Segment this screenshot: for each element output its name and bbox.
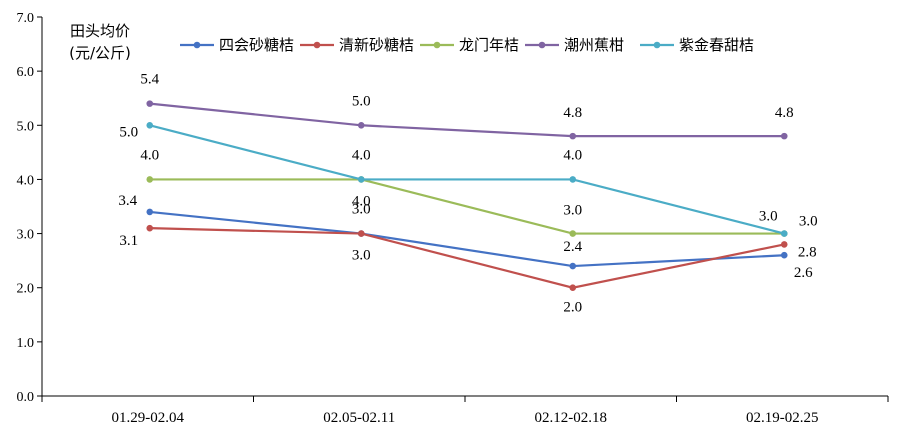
x-tick-label: 01.29-02.04 (112, 410, 185, 426)
data-label: 5.0 (119, 124, 138, 140)
data-point (569, 262, 577, 270)
data-label: 4.0 (563, 147, 582, 163)
data-point (146, 100, 154, 107)
legend-marker-icon (433, 41, 441, 49)
y-tick-label: 1.0 (17, 336, 35, 351)
data-label: 3.0 (563, 203, 582, 219)
legend-label: 四会砂糖桔 (219, 36, 294, 54)
data-label: 3.4 (118, 193, 137, 209)
data-label: 4.0 (140, 147, 159, 163)
series-line (149, 102, 785, 138)
data-point (357, 176, 365, 183)
data-point (569, 230, 577, 237)
data-label: 4.8 (775, 105, 794, 121)
y-tick-label: 6.0 (17, 65, 35, 80)
data-label: 4.8 (563, 105, 582, 121)
series-line (149, 210, 785, 268)
legend-marker-icon (193, 41, 201, 49)
data-point (780, 230, 788, 237)
x-tick-label: 02.05-02.11 (323, 410, 395, 426)
data-label: 2.6 (794, 265, 813, 281)
legend-item: 龙门年桔 (420, 36, 519, 54)
x-tick-label: 02.12-02.18 (535, 410, 608, 426)
legend-marker-icon (653, 41, 661, 49)
data-point (146, 208, 154, 216)
y-axis-unit: (元/公斤) (69, 44, 131, 62)
y-tick-label: 0.0 (17, 390, 35, 405)
legend-label: 清新砂糖桔 (339, 36, 414, 54)
series-line (149, 178, 785, 235)
y-tick-label: 3.0 (17, 228, 35, 243)
data-point (357, 121, 365, 129)
data-point (780, 251, 788, 259)
series-group (146, 100, 788, 292)
y-tick-label: 2.0 (17, 282, 35, 297)
data-label: 2.4 (563, 239, 582, 255)
data-point (569, 132, 577, 140)
y-tick-label: 7.0 (17, 11, 35, 26)
data-label: 3.0 (759, 209, 778, 225)
legend-label: 紫金春甜桔 (679, 36, 754, 54)
data-label: 4.0 (352, 193, 371, 209)
data-point (146, 176, 154, 183)
data-label: 5.0 (352, 93, 371, 109)
legend-marker-icon (313, 41, 321, 49)
legend-label: 潮州蕉柑 (564, 36, 624, 54)
data-labels: 3.43.02.42.63.13.02.02.84.0 4.03.0 3.05.45… (118, 72, 817, 316)
data-point (357, 230, 365, 237)
legend-item: 四会砂糖桔 (180, 36, 294, 54)
y-tick-label: 4.0 (17, 173, 35, 188)
data-label: 5.4 (140, 72, 159, 88)
data-point (569, 176, 577, 183)
x-tick-label: 02.19-02.25 (746, 410, 819, 426)
data-point (780, 132, 788, 140)
series-line (149, 124, 785, 235)
data-label: 4.0 (352, 147, 371, 163)
data-point (146, 121, 154, 129)
y-tick-label: 5.0 (17, 119, 35, 134)
data-label: 3.0 (799, 214, 818, 230)
legend: 四会砂糖桔 清新砂糖桔 龙门年桔 潮州蕉柑 紫金春甜桔 (180, 36, 754, 54)
legend-item: 清新砂糖桔 (300, 36, 414, 54)
data-point (780, 241, 788, 248)
y-axis-title: 田头均价 (70, 22, 130, 40)
data-point (569, 284, 577, 292)
data-label: 3.0 (352, 248, 371, 264)
data-label: 2.0 (563, 300, 582, 316)
data-label: 2.8 (798, 244, 817, 260)
data-point (146, 224, 154, 232)
legend-item: 潮州蕉柑 (525, 36, 624, 54)
legend-label: 龙门年桔 (459, 36, 519, 54)
axes: 0.01.02.03.04.05.06.07.001.29-02.04 02.05… (17, 11, 889, 426)
legend-marker-icon (538, 41, 546, 49)
data-label: 3.1 (119, 233, 138, 249)
legend-item: 紫金春甜桔 (640, 36, 754, 54)
series-line (149, 227, 785, 289)
data-label: 3.0 (352, 202, 371, 218)
